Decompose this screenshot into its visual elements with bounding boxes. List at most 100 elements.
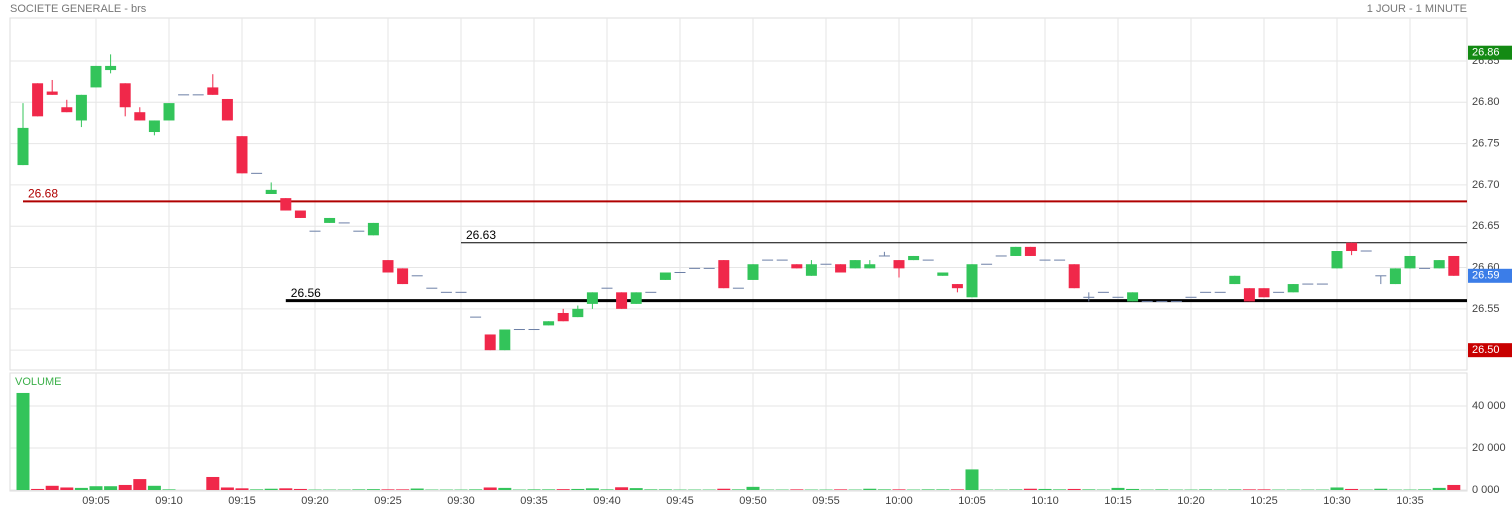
y-tick-label: 26.80 xyxy=(1472,96,1500,108)
volume-bar xyxy=(396,489,410,490)
y-tick-label: 26.55 xyxy=(1472,303,1500,315)
candle-body xyxy=(1448,255,1460,276)
x-tick-label: 10:10 xyxy=(1031,495,1059,507)
candle-body xyxy=(966,264,978,298)
volume-bar xyxy=(717,488,731,490)
candle-body xyxy=(908,255,920,261)
candle-body xyxy=(1346,242,1358,252)
volume-bar xyxy=(162,489,176,490)
candle-body xyxy=(163,103,175,121)
volume-bar xyxy=(483,487,497,490)
volume-bar xyxy=(264,488,278,490)
candle-body xyxy=(75,94,87,121)
candle-body xyxy=(937,272,949,276)
price-badge xyxy=(1468,343,1512,358)
x-tick-label: 09:50 xyxy=(739,495,767,507)
volume-bar xyxy=(1082,489,1096,490)
candle-body xyxy=(981,263,993,265)
y-tick-label: 40 000 xyxy=(1472,400,1506,412)
candle-body xyxy=(1185,296,1197,298)
volume-bar xyxy=(746,486,760,490)
volume-bar xyxy=(498,487,512,490)
price-badge xyxy=(1468,268,1512,283)
y-tick-label: 26.85 xyxy=(1472,55,1500,67)
candle-body xyxy=(732,287,744,289)
volume-bar xyxy=(965,469,979,490)
candle-body xyxy=(995,255,1007,257)
candle-body xyxy=(1258,288,1270,298)
candle-body xyxy=(426,287,438,289)
volume-bar xyxy=(469,489,483,490)
candle-body xyxy=(455,291,467,293)
y-tick-label: 20 000 xyxy=(1472,442,1506,454)
candle-body xyxy=(207,87,219,95)
candle-body xyxy=(309,230,321,232)
candle-body xyxy=(893,260,905,269)
volume-bar xyxy=(921,489,935,490)
volume-bar xyxy=(892,489,906,490)
candle-body xyxy=(324,217,336,223)
y-tick-label: 26.70 xyxy=(1472,179,1500,191)
candle-body xyxy=(1389,268,1401,285)
x-tick-label: 10:15 xyxy=(1104,495,1132,507)
candle-body xyxy=(689,267,701,269)
candle-body xyxy=(294,210,306,218)
price-badge-label: 26.50 xyxy=(1472,344,1500,356)
candle-body xyxy=(382,260,394,273)
candle-body xyxy=(1243,288,1255,302)
candle-body xyxy=(178,94,190,96)
volume-bar xyxy=(1009,489,1023,490)
volume-bar xyxy=(615,487,629,490)
candle-body xyxy=(1112,296,1124,298)
volume-label: VOLUME xyxy=(15,376,61,388)
candle-body xyxy=(1200,291,1212,293)
candle-body xyxy=(703,267,715,269)
candle-body xyxy=(718,260,730,289)
volume-bar xyxy=(16,392,30,490)
candle-body xyxy=(353,230,365,232)
volume-bar xyxy=(571,488,585,490)
volume-bar xyxy=(1228,489,1242,490)
candle-body xyxy=(17,127,29,166)
candle-body xyxy=(1039,259,1051,261)
candle-body xyxy=(251,172,263,174)
candle-body xyxy=(1141,300,1153,302)
candle-body xyxy=(265,189,277,194)
candle-body xyxy=(791,264,803,269)
volume-bar xyxy=(206,476,220,490)
volume-bar xyxy=(950,489,964,490)
candle-body xyxy=(1024,246,1036,256)
candle-body xyxy=(557,312,569,322)
candle-body xyxy=(572,308,584,318)
volume-bar xyxy=(863,488,877,490)
candle-body xyxy=(1273,291,1285,293)
volume-bar xyxy=(1345,488,1359,490)
volume-bar xyxy=(381,489,395,490)
candle-body xyxy=(1170,300,1182,302)
candle-body xyxy=(119,83,131,108)
candle-body xyxy=(1083,296,1095,298)
x-tick-label: 09:15 xyxy=(228,495,256,507)
volume-bar xyxy=(31,488,45,490)
candle-body xyxy=(1214,291,1226,293)
candle-body xyxy=(1433,260,1445,269)
volume-bar xyxy=(133,479,147,490)
candle-body xyxy=(747,264,759,280)
candle-body xyxy=(1097,291,1109,293)
candle-body xyxy=(674,271,686,273)
volume-bar xyxy=(936,489,950,490)
volume-bar xyxy=(658,489,672,490)
candle-body xyxy=(440,291,452,293)
candle-body xyxy=(1419,267,1431,269)
candle-body xyxy=(484,334,496,351)
volume-bar xyxy=(89,486,103,490)
volume-bar xyxy=(629,488,643,490)
x-tick-label: 09:35 xyxy=(520,495,548,507)
candle-body xyxy=(134,112,146,121)
volume-bar xyxy=(527,489,541,490)
y-tick-label: 0 000 xyxy=(1472,484,1500,496)
candle-body xyxy=(32,83,44,117)
price-badge-label: 26.59 xyxy=(1472,270,1500,282)
x-tick-label: 09:45 xyxy=(666,495,694,507)
